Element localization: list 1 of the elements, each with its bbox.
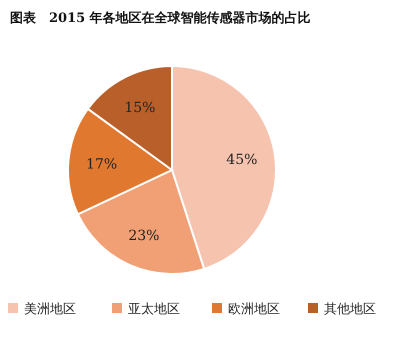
title: 图表 2015 年各地区在全球智能传感器市场的占比 (10, 11, 311, 26)
